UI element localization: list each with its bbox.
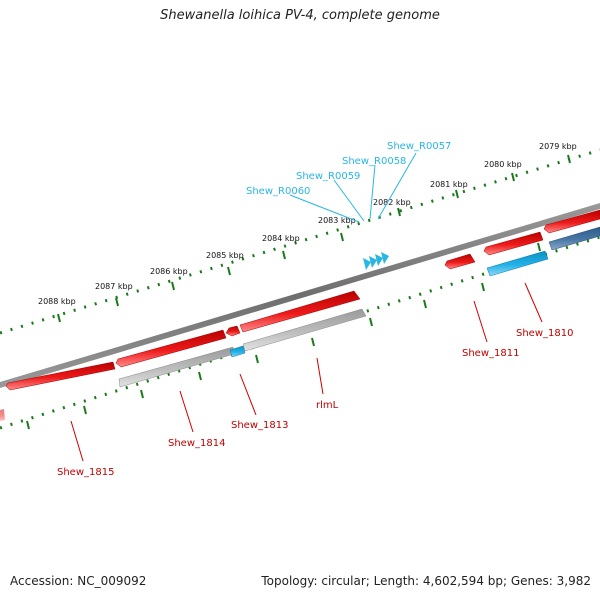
gene-label-shew-1815: Shew_1815 (57, 467, 114, 478)
gene-label-rlml: rlmL (316, 400, 339, 411)
gene-label-shew-r0057: Shew_R0057 (387, 141, 451, 152)
gene-label-shew-1810: Shew_1810 (516, 328, 573, 339)
trna-arrows (363, 252, 389, 270)
gene-right-steel (548, 226, 600, 251)
gene-rlml-rev (242, 308, 367, 352)
gene-shew-1814 (115, 329, 227, 368)
gene-shew-1814-rev (118, 346, 235, 388)
major-ticks (26, 154, 571, 430)
gene-shew-1813-rev (229, 345, 246, 358)
gene-shew-1810 (483, 231, 544, 256)
gene-shew-1810-rev (486, 250, 549, 277)
kbp-label-2084: 2084 kbp (262, 234, 300, 243)
gene-label-shew-r0060: Shew_R0060 (246, 186, 310, 197)
gene-left-edge (0, 409, 5, 421)
kbp-label-2086: 2086 kbp (150, 267, 188, 276)
kbp-label-2081: 2081 kbp (430, 180, 468, 189)
gene-shew-1813 (225, 325, 241, 337)
kbp-label-2085: 2085 kbp (206, 251, 244, 260)
kbp-label-2080: 2080 kbp (484, 160, 522, 169)
kbp-label-2079: 2079 kbp (539, 142, 577, 151)
gene-label-shew-1813: Shew_1813 (231, 420, 288, 431)
kbp-label-2087: 2087 kbp (95, 282, 133, 291)
gene-rlml (239, 290, 361, 333)
gene-label-shew-r0058: Shew_R0058 (342, 156, 406, 167)
gene-shew-1811 (444, 253, 476, 270)
topology-text: Topology: circular; Length: 4,602,594 bp… (261, 574, 591, 588)
map-title: Shewanella loihica PV-4, complete genome (160, 8, 440, 23)
gene-right-red (543, 209, 600, 234)
gene-label-shew-1811: Shew_1811 (462, 348, 519, 359)
genome-backbone (0, 203, 600, 388)
rna-leader-lines (289, 152, 417, 223)
gene-label-shew-r0059: Shew_R0059 (296, 171, 360, 182)
gene-label-shew-1814: Shew_1814 (168, 438, 225, 449)
gene-leader-lines (70, 282, 543, 462)
gene-shew-1815 (5, 361, 116, 391)
kbp-label-2083: 2083 kbp (318, 216, 356, 225)
kbp-label-2088: 2088 kbp (38, 297, 76, 306)
kbp-label-2082: 2082 kbp (373, 198, 411, 207)
accession-text: Accession: NC_009092 (10, 574, 147, 588)
